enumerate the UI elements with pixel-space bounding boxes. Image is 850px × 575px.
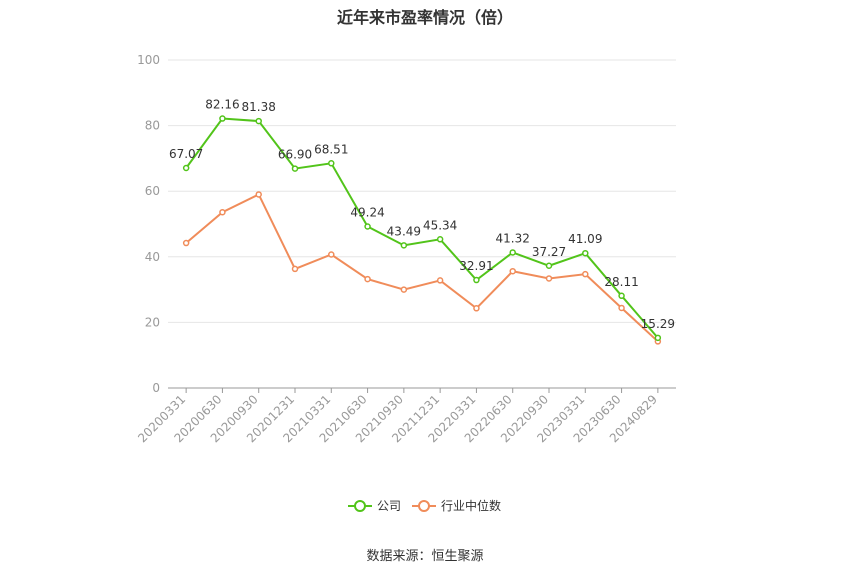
data-point (618, 304, 625, 312)
legend-marker-1 (418, 500, 430, 512)
data-point (328, 251, 335, 258)
data-label: 37.27 (532, 245, 566, 259)
y-tick-label: 80 (145, 119, 160, 133)
data-point (400, 242, 408, 249)
data-label: 66.90 (278, 148, 312, 162)
chart-title: 近年来市盈率情况（倍） (336, 8, 513, 27)
data-point (654, 334, 662, 342)
data-point (219, 115, 226, 122)
data-point (509, 249, 516, 256)
data-point (182, 164, 190, 172)
data-label: 41.09 (568, 232, 602, 246)
data-label: 41.32 (496, 231, 530, 245)
data-point (545, 262, 553, 270)
series-line-1 (185, 193, 659, 343)
data-label: 45.34 (423, 218, 457, 232)
data-point (219, 208, 226, 216)
data-point (291, 165, 299, 172)
data-point (328, 160, 335, 167)
series-line-0 (185, 117, 659, 339)
y-tick-label: 20 (145, 315, 160, 329)
data-label: 81.38 (242, 100, 276, 114)
data-point (255, 117, 262, 125)
data-point (291, 265, 299, 273)
data-point (182, 239, 190, 247)
data-label: 43.49 (387, 224, 421, 238)
data-label: 67.07 (169, 147, 203, 161)
legend-label-1: 行业中位数 (441, 498, 501, 513)
data-point (255, 191, 262, 198)
data-label: 49.24 (350, 205, 384, 219)
data-source: 数据来源：恒生聚源 (366, 549, 484, 564)
y-tick-label: 100 (137, 53, 160, 67)
data-point (545, 275, 553, 282)
y-tick-label: 0 (152, 381, 160, 395)
data-point (364, 223, 371, 230)
data-point (400, 286, 408, 293)
y-tick-label: 60 (145, 184, 160, 198)
data-label: 28.11 (604, 275, 638, 289)
legend-marker-0 (354, 500, 366, 512)
data-label: 32.91 (459, 259, 493, 273)
data-label: 15.29 (641, 317, 675, 331)
legend-label-0: 公司 (377, 499, 401, 513)
data-point (582, 249, 589, 257)
data-point (436, 277, 444, 284)
data-point (473, 305, 480, 312)
data-point (436, 236, 444, 243)
data-point (618, 292, 625, 300)
data-label: 68.51 (314, 142, 348, 156)
data-label: 82.16 (205, 98, 239, 112)
y-tick-label: 40 (145, 250, 160, 264)
data-point (364, 275, 371, 283)
data-point (582, 270, 589, 278)
data-point (473, 276, 480, 284)
data-point (509, 267, 516, 275)
